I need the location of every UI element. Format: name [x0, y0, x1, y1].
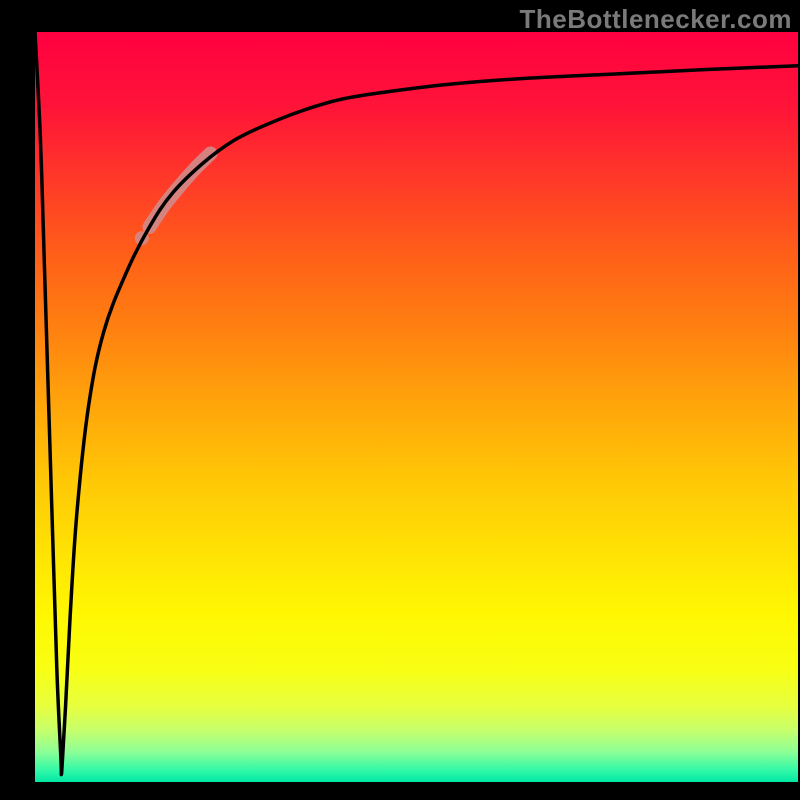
chart-container: TheBottlenecker.com — [0, 0, 800, 800]
plot-background — [35, 32, 798, 782]
frame-border-left — [0, 0, 35, 800]
frame-border-bottom — [0, 782, 800, 800]
bottleneck-chart — [0, 0, 800, 800]
watermark-text: TheBottlenecker.com — [520, 4, 792, 35]
